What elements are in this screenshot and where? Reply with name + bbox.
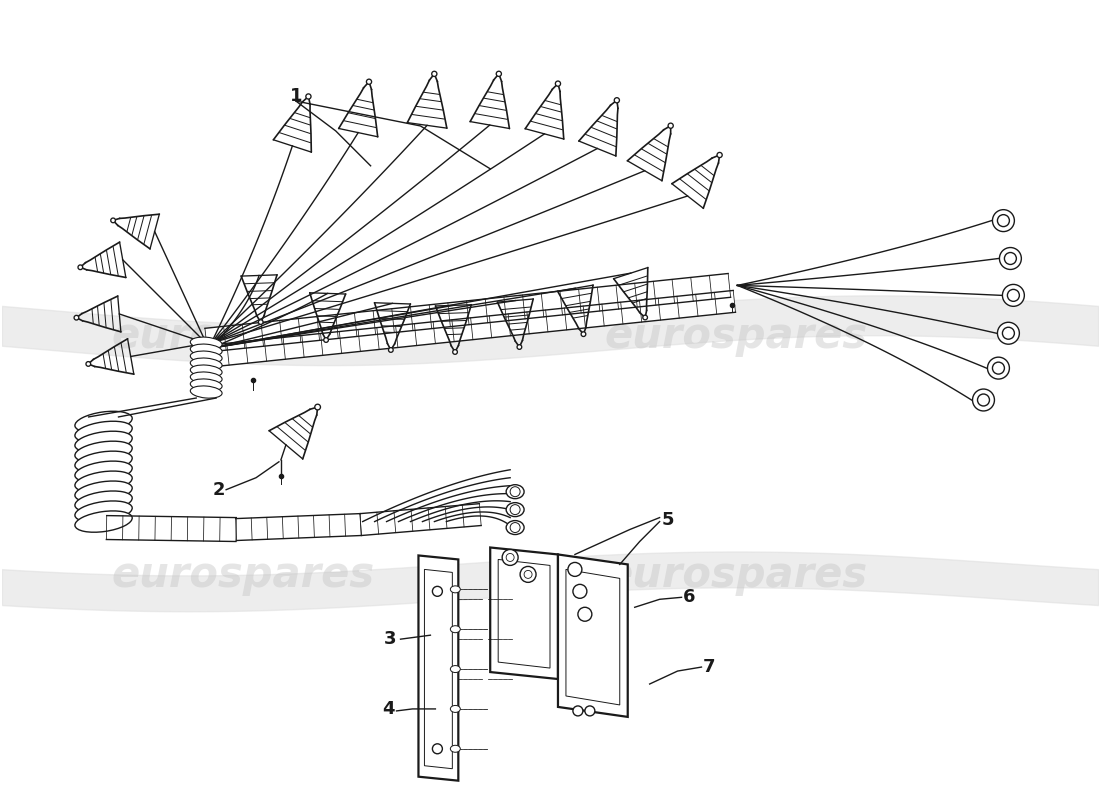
Text: eurospares: eurospares (605, 315, 868, 358)
Ellipse shape (75, 422, 132, 442)
Ellipse shape (190, 337, 222, 350)
Polygon shape (558, 554, 628, 717)
Circle shape (1004, 253, 1016, 265)
Ellipse shape (75, 501, 132, 522)
Ellipse shape (450, 586, 460, 593)
Ellipse shape (75, 481, 132, 502)
Ellipse shape (431, 71, 437, 77)
Circle shape (573, 706, 583, 716)
Circle shape (978, 394, 990, 406)
Polygon shape (418, 555, 459, 781)
Circle shape (992, 362, 1004, 374)
Polygon shape (491, 547, 558, 679)
Ellipse shape (75, 471, 132, 492)
Circle shape (432, 586, 442, 596)
Ellipse shape (450, 666, 460, 673)
Circle shape (992, 210, 1014, 231)
Ellipse shape (190, 365, 222, 378)
Text: 4: 4 (383, 700, 395, 718)
Ellipse shape (506, 521, 524, 534)
Text: eurospares: eurospares (605, 554, 868, 596)
Ellipse shape (190, 344, 222, 356)
Ellipse shape (366, 79, 372, 84)
Circle shape (503, 550, 518, 566)
Ellipse shape (506, 502, 524, 517)
Polygon shape (565, 570, 619, 705)
Ellipse shape (388, 348, 393, 352)
Circle shape (1002, 285, 1024, 306)
Ellipse shape (190, 351, 222, 363)
Ellipse shape (450, 626, 460, 633)
Ellipse shape (668, 123, 673, 128)
Ellipse shape (642, 315, 648, 320)
Ellipse shape (74, 315, 79, 320)
Polygon shape (205, 274, 730, 352)
Ellipse shape (86, 362, 90, 366)
Circle shape (585, 706, 595, 716)
Circle shape (510, 522, 520, 533)
Text: 7: 7 (703, 658, 716, 676)
Circle shape (510, 486, 520, 497)
Ellipse shape (496, 71, 502, 77)
Ellipse shape (450, 746, 460, 752)
Circle shape (1008, 290, 1020, 302)
Text: 2: 2 (213, 481, 226, 498)
Ellipse shape (581, 332, 586, 337)
Ellipse shape (614, 98, 619, 103)
Ellipse shape (190, 379, 222, 391)
Polygon shape (498, 559, 550, 668)
Text: eurospares: eurospares (111, 315, 375, 358)
Ellipse shape (190, 358, 222, 370)
Circle shape (432, 744, 442, 754)
Text: 3: 3 (384, 630, 397, 648)
Ellipse shape (75, 461, 132, 482)
Text: 6: 6 (683, 588, 696, 606)
Circle shape (972, 389, 994, 411)
Ellipse shape (506, 485, 524, 498)
Ellipse shape (306, 94, 311, 99)
Text: 5: 5 (661, 510, 674, 529)
Polygon shape (208, 290, 736, 367)
Circle shape (520, 566, 536, 582)
Ellipse shape (258, 320, 263, 325)
Circle shape (998, 214, 1010, 226)
Circle shape (578, 607, 592, 622)
Ellipse shape (75, 491, 132, 512)
Circle shape (1002, 327, 1014, 339)
Ellipse shape (111, 218, 116, 222)
Ellipse shape (517, 345, 521, 350)
Ellipse shape (453, 350, 458, 354)
Ellipse shape (190, 372, 222, 384)
Circle shape (573, 584, 587, 598)
Polygon shape (360, 504, 481, 535)
Text: eurospares: eurospares (111, 554, 375, 596)
Circle shape (998, 322, 1020, 344)
Ellipse shape (78, 265, 82, 270)
Ellipse shape (75, 431, 132, 453)
Ellipse shape (75, 451, 132, 473)
Polygon shape (107, 515, 236, 542)
Ellipse shape (190, 386, 222, 398)
Polygon shape (425, 570, 452, 769)
Circle shape (568, 562, 582, 576)
Circle shape (988, 357, 1010, 379)
Text: 1: 1 (289, 87, 302, 105)
Ellipse shape (75, 411, 132, 433)
Polygon shape (235, 514, 361, 541)
Ellipse shape (323, 338, 329, 342)
Ellipse shape (450, 706, 460, 713)
Ellipse shape (75, 441, 132, 462)
Circle shape (1000, 247, 1022, 270)
Ellipse shape (75, 511, 132, 532)
Ellipse shape (717, 153, 723, 158)
Circle shape (510, 505, 520, 514)
Ellipse shape (315, 404, 320, 410)
Ellipse shape (556, 81, 561, 86)
